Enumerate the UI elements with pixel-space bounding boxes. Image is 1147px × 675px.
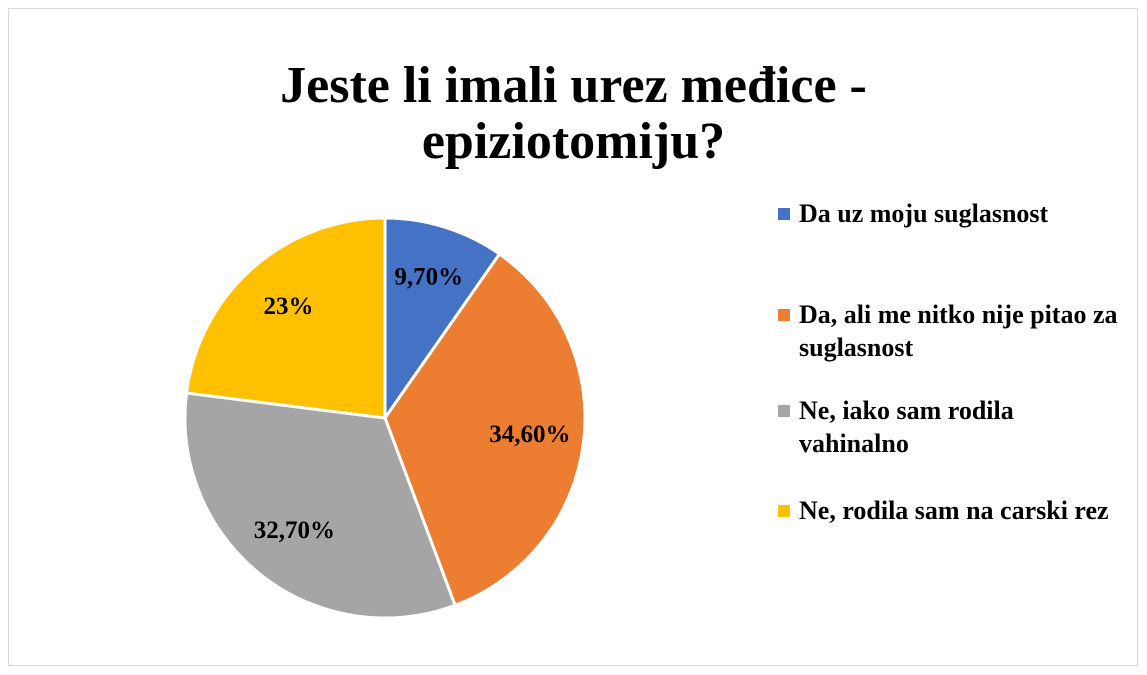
legend-label: Da uz moju suglasnost (799, 199, 1049, 228)
legend-swatch (778, 405, 790, 417)
legend-swatch (778, 505, 790, 517)
legend-item: Da uz moju suglasnost (778, 197, 1123, 230)
data-label: 34,60% (489, 421, 570, 448)
pie-slice (383, 251, 587, 608)
legend-item: Ne, rodila sam na carski rez (778, 494, 1123, 527)
legend-swatch (778, 208, 790, 220)
data-label: 23% (263, 293, 313, 320)
legend-item: Da, ali me nitko nije pitao za suglasnos… (778, 298, 1123, 364)
legend-swatch (778, 309, 790, 321)
pie-slice (383, 216, 502, 423)
pie-slice (184, 216, 387, 420)
data-label: 32,70% (254, 517, 335, 544)
legend-label: Ne, rodila sam na carski rez (799, 496, 1109, 525)
chart-title: Jeste li imali urez međice - epiziotomij… (280, 57, 867, 170)
legend-label: Da, ali me nitko nije pitao za suglasnos… (799, 300, 1118, 362)
data-label: 9,70% (394, 263, 463, 290)
legend-item: Ne, iako sam rodila vahinalno (778, 394, 1123, 460)
legend-label: Ne, iako sam rodila vahinalno (799, 396, 1014, 458)
pie-slice (183, 391, 458, 620)
chart-title-box: Jeste li imali urez međice - epiziotomij… (0, 58, 1147, 170)
chart-frame (8, 8, 1138, 666)
